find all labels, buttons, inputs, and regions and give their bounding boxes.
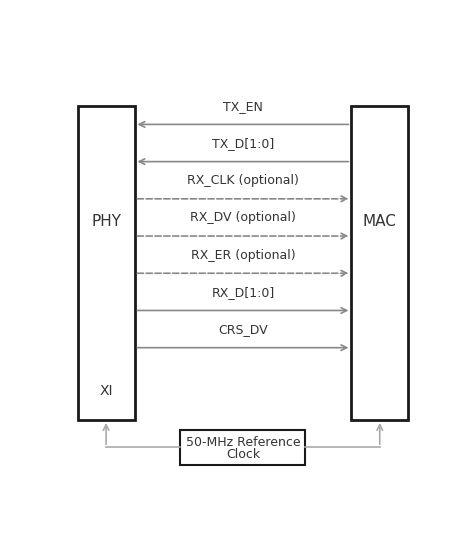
Text: RX_DV (optional): RX_DV (optional) xyxy=(190,212,296,224)
Text: Clock: Clock xyxy=(226,448,260,461)
Text: MAC: MAC xyxy=(363,214,397,229)
Text: XI: XI xyxy=(100,384,113,398)
Text: TX_EN: TX_EN xyxy=(223,100,263,113)
Text: PHY: PHY xyxy=(91,214,121,229)
Text: RX_D[1:0]: RX_D[1:0] xyxy=(211,286,274,299)
Bar xyxy=(78,106,135,420)
Text: CRS_DV: CRS_DV xyxy=(218,323,268,336)
Text: RX_ER (optional): RX_ER (optional) xyxy=(191,249,295,262)
Text: TX_D[1:0]: TX_D[1:0] xyxy=(212,137,274,150)
Bar xyxy=(181,430,305,465)
Text: 50-MHz Reference: 50-MHz Reference xyxy=(186,436,300,448)
Bar xyxy=(351,106,408,420)
Text: RX_CLK (optional): RX_CLK (optional) xyxy=(187,174,299,187)
